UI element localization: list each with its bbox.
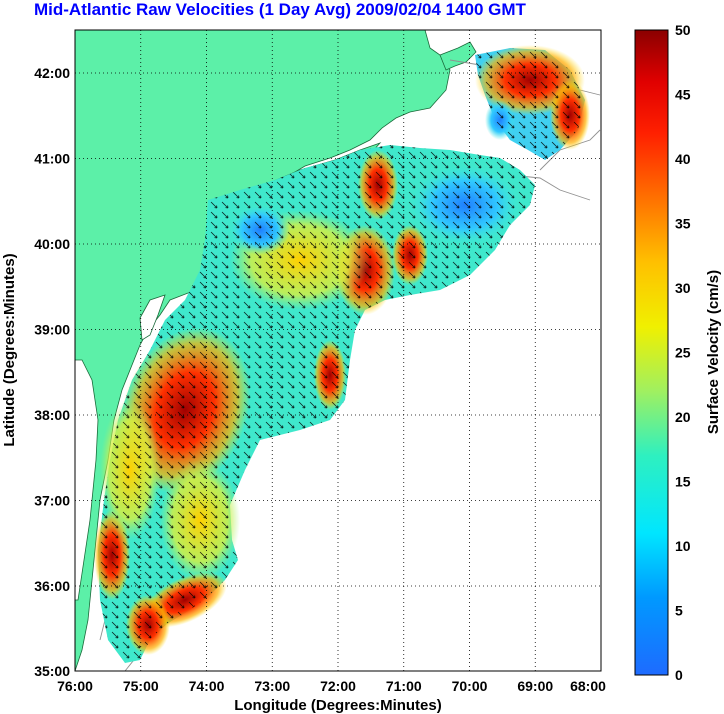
lat-tick-label: 37:00 — [34, 493, 70, 509]
latitude-tick-labels: 42:00 41:00 40:00 39:00 38:00 37:00 36:0… — [34, 65, 70, 679]
colorbar-tick-label: 25 — [675, 345, 691, 361]
colorbar-label: Surface Velocity (cm/s) — [705, 270, 722, 434]
colorbar-tick-label: 5 — [675, 603, 683, 619]
lat-tick-label: 35:00 — [34, 663, 70, 679]
map-title: Mid-Atlantic Raw Velocities (1 Day Avg) … — [34, 0, 526, 19]
y-axis-label: Latitude (Degrees:Minutes) — [1, 253, 18, 446]
lon-tick-label: 73:00 — [254, 678, 290, 694]
velocity-vectors-main — [98, 145, 535, 663]
lat-tick-label: 41:00 — [34, 151, 70, 167]
delaware-bay — [139, 294, 166, 341]
lat-tick-label: 40:00 — [34, 236, 70, 252]
colorbar-tick-label: 15 — [675, 474, 691, 490]
map-title-bar: Mid-Atlantic Raw Velocities (1 Day Avg) … — [0, 0, 724, 24]
colorbar-tick-label: 35 — [675, 216, 691, 232]
lon-tick-label: 72:00 — [320, 678, 356, 694]
colorbar-tick-label: 40 — [675, 151, 691, 167]
lon-tick-label: 71:00 — [386, 678, 422, 694]
lat-tick-label: 38:00 — [34, 407, 70, 423]
lon-tick-label: 68:00 — [570, 678, 606, 694]
colorbar-tick-label: 50 — [675, 22, 691, 38]
colorbar-tick-labels: 50 45 40 35 30 25 20 15 10 5 0 — [675, 22, 691, 683]
colorbar-tick-label: 20 — [675, 409, 691, 425]
colorbar-tick-label: 45 — [675, 87, 691, 103]
x-axis-label: Longitude (Degrees:Minutes) — [234, 697, 442, 714]
map-grid — [75, 30, 601, 671]
chesapeake-bay — [75, 359, 99, 601]
lat-tick-label: 36:00 — [34, 578, 70, 594]
velocity-field — [94, 45, 590, 663]
lon-tick-label: 76:00 — [57, 678, 93, 694]
lat-tick-label: 42:00 — [34, 65, 70, 81]
velocity-vectors-northeast — [475, 48, 585, 160]
colorbar-tick-label: 30 — [675, 280, 691, 296]
lon-tick-label: 74:00 — [189, 678, 225, 694]
lon-tick-label: 70:00 — [452, 678, 488, 694]
colorbar-tick-label: 10 — [675, 538, 691, 554]
longitude-tick-labels: 76:00 75:00 74:00 73:00 72:00 71:00 70:0… — [57, 678, 606, 694]
lon-tick-label: 75:00 — [123, 678, 159, 694]
map-content — [75, 30, 601, 671]
colorbar — [634, 29, 669, 676]
lat-tick-label: 39:00 — [34, 322, 70, 338]
colorbar-tick-label: 0 — [675, 667, 683, 683]
lon-tick-label: 69:00 — [517, 678, 553, 694]
cape-cod — [439, 41, 477, 71]
map-frame — [74, 29, 602, 672]
